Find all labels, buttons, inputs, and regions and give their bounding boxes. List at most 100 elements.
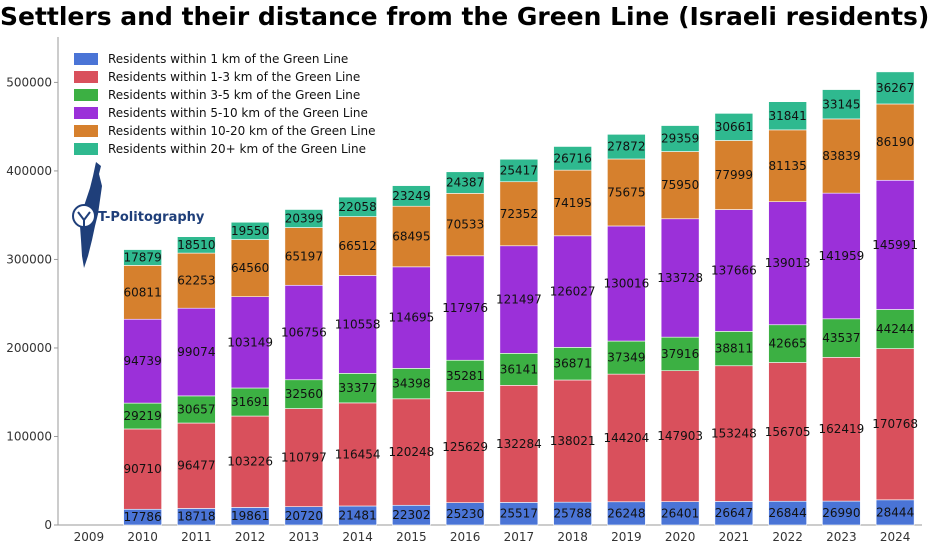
- data-label: 33145: [822, 97, 860, 111]
- data-label: 147903: [657, 429, 703, 443]
- y-tick-label: 300000: [6, 252, 52, 266]
- data-label: 106756: [281, 326, 327, 340]
- data-label: 26401: [661, 506, 699, 520]
- bar-segment: [123, 318, 162, 404]
- legend-swatch: [74, 89, 98, 101]
- bar-segment: [607, 373, 646, 503]
- bar-segment: [230, 387, 270, 417]
- data-label: 126027: [550, 285, 596, 299]
- data-label: 31841: [769, 109, 807, 123]
- data-label: 116454: [335, 447, 381, 461]
- x-tick-label: 2013: [289, 530, 320, 544]
- data-label: 117976: [442, 301, 488, 315]
- bar-segment: [768, 362, 807, 502]
- legend-label: Residents within 1-3 km of the Green Lin…: [108, 70, 361, 84]
- bar-segment: [338, 216, 377, 276]
- legend-swatch: [74, 53, 98, 65]
- bar-segment: [875, 348, 915, 501]
- data-label: 110797: [281, 451, 327, 465]
- bar-segment: [714, 365, 754, 502]
- data-label: 81135: [769, 159, 807, 173]
- legend-label: Residents within 5-10 km of the Green Li…: [108, 106, 368, 120]
- data-label: 33377: [339, 381, 377, 395]
- data-label: 137666: [711, 263, 757, 277]
- legend-swatch: [74, 125, 98, 137]
- bar-segment: [177, 236, 216, 254]
- bar-segment: [230, 296, 270, 389]
- data-label: 145991: [872, 238, 918, 252]
- bar-segment: [607, 134, 646, 160]
- data-label: 38811: [715, 342, 753, 356]
- bar-segment: [230, 239, 270, 297]
- data-label: 25788: [554, 507, 592, 521]
- data-label: 34398: [392, 377, 430, 391]
- data-label: 170768: [872, 417, 918, 431]
- x-tick-label: 2011: [181, 530, 212, 544]
- bar-segment: [768, 324, 807, 363]
- data-label: 66512: [339, 239, 377, 253]
- bar-segment: [875, 103, 915, 181]
- x-tick-label: 2014: [342, 530, 373, 544]
- legend-label: Residents within 3-5 km of the Green Lin…: [108, 88, 361, 102]
- legend-item: Residents within 3-5 km of the Green Lin…: [74, 86, 376, 104]
- legend-label: Residents within 10-20 km of the Green L…: [108, 124, 376, 138]
- data-label: 29359: [661, 132, 699, 146]
- bar-segment: [392, 185, 431, 207]
- data-label: 75950: [661, 178, 699, 192]
- bar-segment: [338, 402, 377, 507]
- bar-segment: [660, 218, 700, 338]
- data-label: 19861: [231, 509, 269, 523]
- data-label: 27872: [607, 140, 645, 154]
- legend-label: Residents within 1 km of the Green Line: [108, 52, 349, 66]
- bar-segment: [553, 347, 592, 381]
- bar-segment: [553, 169, 592, 237]
- data-label: 77999: [715, 168, 753, 182]
- legend-item: Residents within 1 km of the Green Line: [74, 50, 376, 68]
- data-label: 43537: [822, 331, 860, 345]
- bar-segment: [177, 422, 216, 509]
- data-label: 26716: [554, 151, 592, 165]
- bar-segment: [284, 209, 324, 228]
- bar-segment: [553, 146, 592, 171]
- bar-segment: [499, 245, 539, 354]
- data-label: 42665: [769, 337, 807, 351]
- bar-segment: [284, 227, 324, 286]
- data-label: 19550: [231, 224, 269, 238]
- bar-segment: [607, 225, 646, 342]
- bar-segment: [338, 373, 377, 404]
- data-label: 22302: [392, 508, 430, 522]
- data-label: 96477: [177, 459, 215, 473]
- bar-segment: [284, 379, 324, 409]
- y-tick-label: 200000: [6, 341, 52, 355]
- data-label: 24387: [446, 176, 484, 190]
- data-label: 28444: [876, 505, 914, 519]
- data-label: 130016: [603, 277, 649, 291]
- data-label: 114695: [388, 311, 434, 325]
- data-label: 17879: [124, 250, 162, 264]
- axes: 0 100000 200000 300000 400000 500000 2009 2010 2…: [6, 37, 922, 544]
- legend-item: Residents within 10-20 km of the Green L…: [74, 122, 376, 140]
- data-label: 44244: [876, 322, 914, 336]
- data-label: 20399: [285, 212, 323, 226]
- logo-text: T-Politography: [98, 210, 205, 225]
- bar-segment: [177, 395, 216, 424]
- x-tick-label: 2012: [235, 530, 266, 544]
- data-label: 26647: [715, 506, 753, 520]
- bar-segment: [553, 235, 592, 348]
- data-label: 25230: [446, 507, 484, 521]
- legend-swatch: [74, 71, 98, 83]
- x-tick-label: 2016: [450, 530, 481, 544]
- legend-item: Residents within 20+ km of the Green Lin…: [74, 140, 376, 158]
- data-label: 70533: [446, 218, 484, 232]
- data-label: 32560: [285, 387, 323, 401]
- data-label: 162419: [818, 422, 864, 436]
- bar-segment: [660, 336, 700, 372]
- chart-title: Settlers and their distance from the Gre…: [0, 2, 928, 31]
- bar-segment: [230, 221, 270, 240]
- data-label: 25517: [500, 507, 538, 521]
- legend-swatch: [74, 107, 98, 119]
- bar-segment: [660, 151, 700, 220]
- legend-label: Residents within 20+ km of the Green Lin…: [108, 142, 366, 156]
- y-tick-label: 0: [44, 518, 52, 532]
